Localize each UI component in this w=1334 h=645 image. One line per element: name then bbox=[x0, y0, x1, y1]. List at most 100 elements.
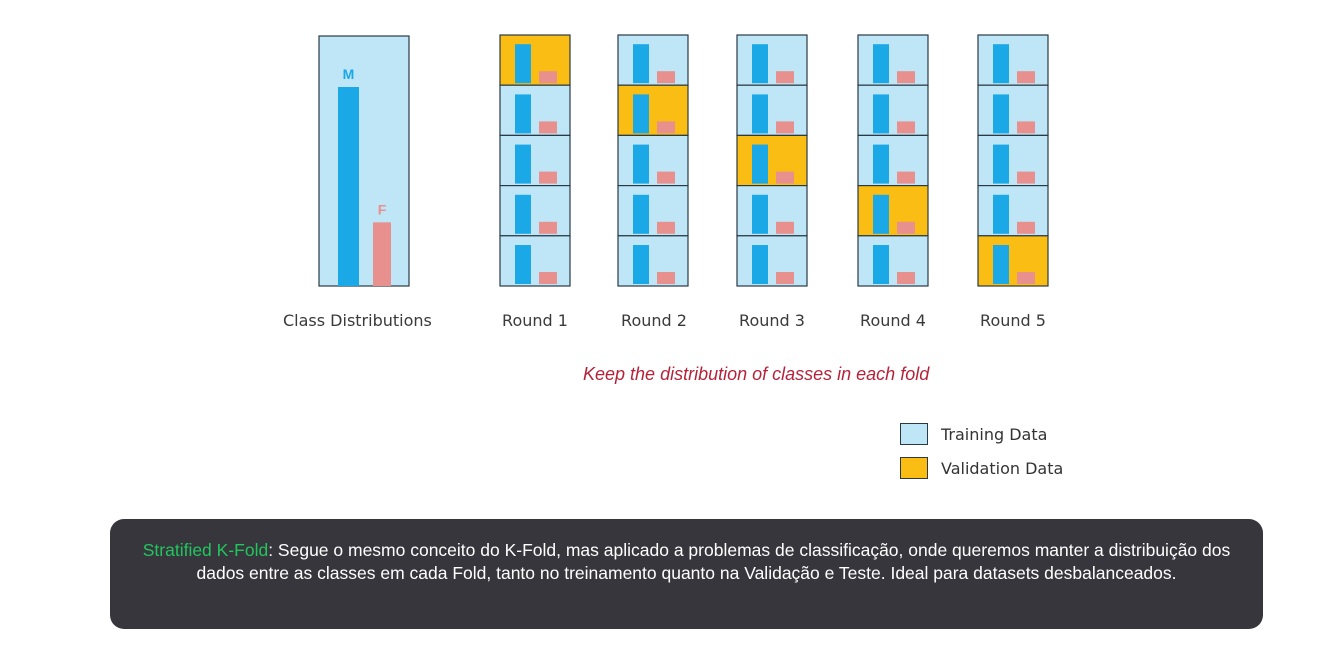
round-3-caption: Round 3 bbox=[739, 311, 805, 330]
fold-bar-m bbox=[752, 144, 768, 184]
fold-bar-m bbox=[633, 194, 649, 234]
fold-bar-f bbox=[897, 272, 915, 284]
round-2-caption: Round 2 bbox=[621, 311, 687, 330]
class-distribution-caption: Class Distributions bbox=[283, 311, 432, 330]
fold-bar-m bbox=[993, 194, 1009, 234]
class-distribution-frame bbox=[318, 35, 410, 287]
training-fold bbox=[736, 235, 808, 287]
fold-bar-f bbox=[776, 221, 794, 234]
fold-bar-m bbox=[633, 144, 649, 184]
training-fold bbox=[499, 235, 571, 287]
fold-bar-m bbox=[515, 245, 531, 284]
validation-fold bbox=[857, 185, 929, 237]
class-bar-f bbox=[373, 222, 391, 286]
fold-bar-m bbox=[993, 44, 1009, 84]
training-fold bbox=[736, 185, 808, 237]
training-fold bbox=[736, 34, 808, 86]
fold-bar-f bbox=[539, 71, 557, 84]
fold-bar-m bbox=[993, 144, 1009, 184]
fold-bar-m bbox=[993, 94, 1009, 134]
fold-bar-m bbox=[752, 194, 768, 234]
validation-fold bbox=[977, 235, 1049, 287]
fold-bar-f bbox=[897, 71, 915, 84]
fold-bar-f bbox=[897, 121, 915, 134]
fold-bar-f bbox=[1017, 121, 1035, 134]
round-4-column bbox=[857, 34, 929, 287]
rounds-group bbox=[499, 34, 1049, 287]
legend-training-label: Training Data bbox=[941, 425, 1048, 444]
subtitle-highlight: Stratified K-Fold bbox=[142, 540, 269, 560]
fold-bar-f bbox=[657, 71, 675, 84]
training-fold bbox=[499, 185, 571, 237]
subtitle-caption: Stratified K-Fold: Segue o mesmo conceit… bbox=[110, 519, 1263, 629]
training-fold bbox=[499, 84, 571, 136]
training-fold bbox=[857, 134, 929, 187]
fold-bar-m bbox=[633, 94, 649, 134]
class-distribution-box: MF bbox=[318, 35, 410, 287]
class-bar-m bbox=[338, 87, 359, 286]
fold-bar-f bbox=[1017, 272, 1035, 284]
round-3-column bbox=[736, 34, 808, 287]
training-fold bbox=[857, 34, 929, 86]
fold-bar-f bbox=[657, 221, 675, 234]
fold-bar-f bbox=[539, 171, 557, 184]
fold-bar-m bbox=[873, 44, 889, 84]
training-fold bbox=[857, 84, 929, 136]
fold-bar-m bbox=[873, 94, 889, 134]
fold-bar-f bbox=[776, 121, 794, 134]
fold-bar-f bbox=[657, 272, 675, 284]
round-1-caption: Round 1 bbox=[502, 311, 568, 330]
training-fold bbox=[977, 134, 1049, 187]
fold-bar-f bbox=[897, 171, 915, 184]
round-2-column bbox=[617, 34, 689, 287]
subtitle-text: : Segue o mesmo conceito do K-Fold, mas … bbox=[196, 540, 1231, 583]
fold-bar-m bbox=[633, 245, 649, 284]
fold-bar-m bbox=[752, 44, 768, 84]
fold-bar-m bbox=[633, 44, 649, 84]
round-1-column bbox=[499, 34, 571, 287]
fold-bar-m bbox=[993, 245, 1009, 284]
fold-bar-m bbox=[515, 94, 531, 134]
legend-validation-label: Validation Data bbox=[941, 459, 1064, 478]
fold-bar-m bbox=[873, 194, 889, 234]
fold-bar-m bbox=[873, 245, 889, 284]
fold-bar-f bbox=[776, 171, 794, 184]
fold-bar-f bbox=[657, 121, 675, 134]
fold-bar-m bbox=[752, 245, 768, 284]
fold-bar-m bbox=[515, 44, 531, 84]
validation-fold bbox=[736, 134, 808, 187]
fold-bar-f bbox=[539, 221, 557, 234]
validation-fold bbox=[499, 34, 571, 86]
round-5-column bbox=[977, 34, 1049, 287]
training-fold bbox=[617, 235, 689, 287]
validation-fold bbox=[617, 84, 689, 136]
fold-bar-f bbox=[539, 272, 557, 284]
legend-validation-swatch bbox=[900, 457, 928, 479]
fold-bar-f bbox=[1017, 221, 1035, 234]
stratified-kfold-diagram: MF bbox=[318, 34, 1049, 287]
fold-bar-f bbox=[1017, 71, 1035, 84]
class-label-f: F bbox=[378, 201, 387, 217]
fold-bar-m bbox=[752, 94, 768, 134]
training-fold bbox=[617, 134, 689, 187]
training-fold bbox=[977, 84, 1049, 136]
training-fold bbox=[736, 84, 808, 136]
fold-bar-m bbox=[515, 144, 531, 184]
fold-bar-f bbox=[1017, 171, 1035, 184]
fold-bar-f bbox=[897, 221, 915, 234]
training-fold bbox=[617, 185, 689, 237]
round-5-caption: Round 5 bbox=[980, 311, 1046, 330]
class-label-m: M bbox=[343, 66, 355, 82]
stratification-note: Keep the distribution of classes in each… bbox=[583, 364, 930, 384]
fold-bar-f bbox=[539, 121, 557, 134]
fold-bar-f bbox=[776, 272, 794, 284]
fold-bar-f bbox=[657, 171, 675, 184]
training-fold bbox=[617, 34, 689, 86]
training-fold bbox=[977, 185, 1049, 237]
fold-bar-f bbox=[776, 71, 794, 84]
legend-training-swatch bbox=[900, 423, 928, 445]
fold-bar-m bbox=[515, 194, 531, 234]
fold-bar-m bbox=[873, 144, 889, 184]
round-4-caption: Round 4 bbox=[860, 311, 926, 330]
training-fold bbox=[499, 134, 571, 187]
